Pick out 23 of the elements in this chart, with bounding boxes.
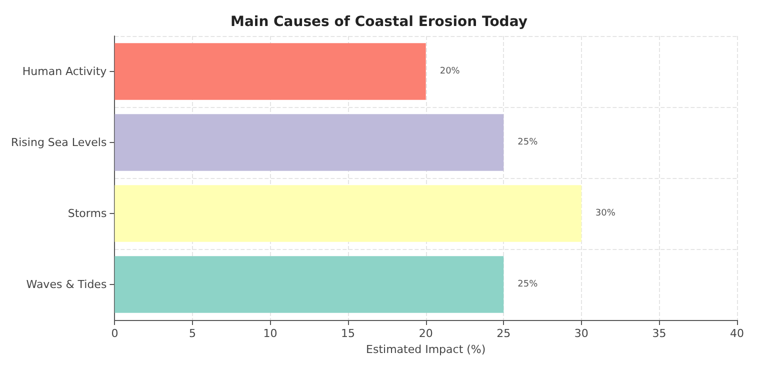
y-tick-label: Storms (68, 207, 107, 220)
x-tick-label: 0 (111, 327, 118, 340)
bar (114, 43, 426, 100)
x-tick-label: 30 (574, 327, 588, 340)
x-tick-label: 35 (652, 327, 666, 340)
x-tick-label: 10 (263, 327, 278, 340)
chart-title: Main Causes of Coastal Erosion Today (230, 14, 528, 30)
x-tick-label: 20 (418, 327, 433, 340)
x-tick-label: 5 (188, 327, 196, 340)
bar (114, 114, 504, 171)
y-tick-label: Rising Sea Levels (10, 136, 107, 149)
data-label: 30% (595, 208, 616, 218)
x-tick-label: 25 (496, 327, 511, 340)
data-label: 20% (440, 66, 460, 76)
x-tick-label: 40 (730, 327, 744, 340)
x-axis-title: Estimated Impact (%) (366, 342, 486, 356)
data-label: 25% (518, 138, 538, 148)
data-label: 25% (518, 280, 538, 290)
x-tick-label: 15 (341, 327, 356, 340)
bar (114, 185, 582, 242)
y-tick-label: Human Activity (22, 65, 108, 78)
bar (114, 256, 504, 313)
y-tick-label: Waves & Tides (26, 278, 107, 291)
